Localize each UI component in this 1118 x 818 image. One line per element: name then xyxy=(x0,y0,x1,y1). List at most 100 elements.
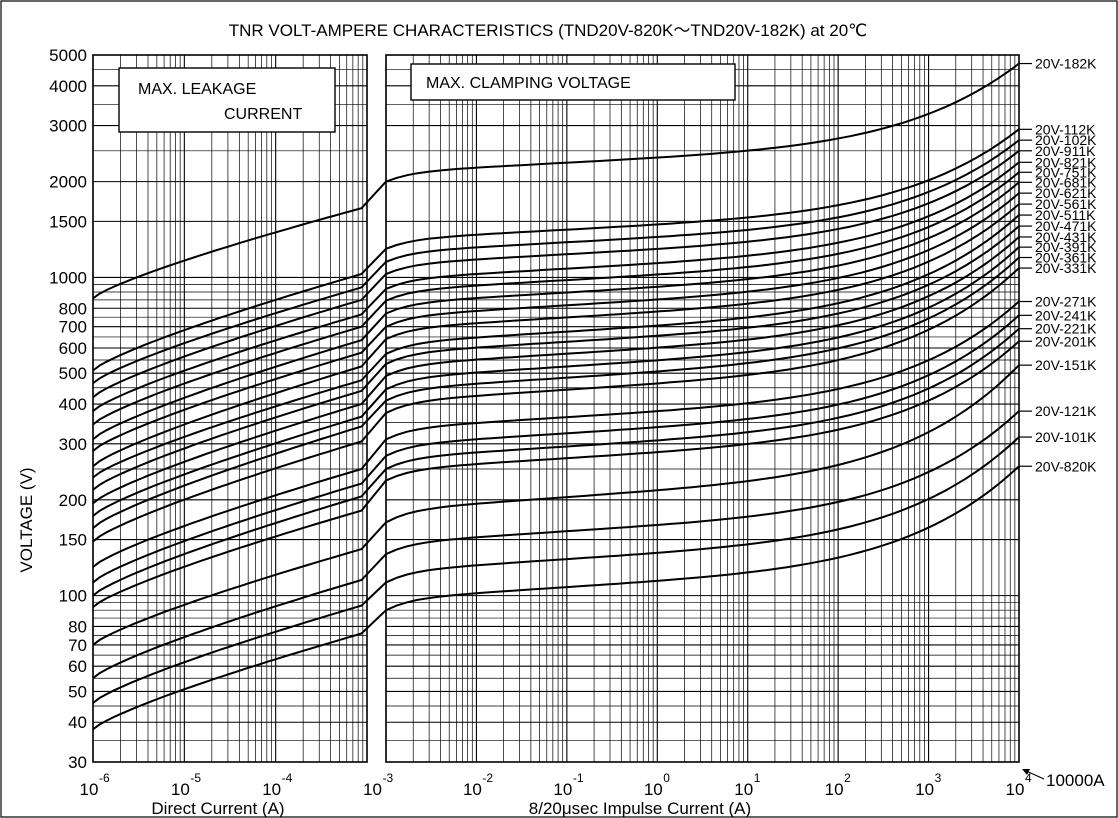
series-label: 20V-361K xyxy=(1035,250,1097,266)
series-label: 20V-271K xyxy=(1035,294,1097,310)
x-tick-label: 100 xyxy=(644,771,670,799)
annotation-10000a: 10000A xyxy=(1046,771,1105,790)
series-label: 20V-331K xyxy=(1035,260,1097,276)
svg-text:-2: -2 xyxy=(482,771,493,785)
curve-20V-511K xyxy=(92,214,1020,479)
y-tick-label: 40 xyxy=(68,713,87,732)
svg-text:-4: -4 xyxy=(282,771,293,785)
grid xyxy=(92,54,1019,763)
svg-text:10: 10 xyxy=(644,780,663,799)
curve-20V-471K xyxy=(92,225,1020,491)
series-label: 20V-820K xyxy=(1035,458,1097,474)
series-label: 20V-471K xyxy=(1035,218,1097,234)
curve-20V-431K xyxy=(92,236,1020,505)
clamping-box-text: MAX. CLAMPING VOLTAGE xyxy=(426,75,631,92)
leakage-box-line-2: CURRENT xyxy=(224,106,302,123)
x-tick-label: 10-4 xyxy=(262,771,292,799)
svg-text:10: 10 xyxy=(734,780,753,799)
curve-20V-361K xyxy=(92,256,1020,529)
y-tick-label: 3000 xyxy=(49,117,87,136)
x-tick-label: 10-2 xyxy=(463,771,493,799)
curve-20V-151K xyxy=(92,364,1020,646)
svg-text:10: 10 xyxy=(553,780,572,799)
series-label: 20V-391K xyxy=(1035,239,1097,255)
x-tick-label: 101 xyxy=(734,771,760,799)
y-tick-label: 70 xyxy=(68,636,87,655)
curve-20V-681K xyxy=(92,181,1020,441)
y-axis-label: VOLTAGE (V) xyxy=(17,467,36,572)
svg-text:4: 4 xyxy=(1025,771,1032,785)
curve-20V-182K xyxy=(92,62,1020,300)
curve-20V-621K xyxy=(92,192,1020,452)
x-tick-label: 102 xyxy=(825,771,851,799)
y-tick-label: 30 xyxy=(68,753,87,772)
chart-title: TNR VOLT-AMPERE CHARACTERISTICS (TND20V-… xyxy=(229,21,868,40)
curve-20V-331K xyxy=(92,267,1020,543)
left-panel-frame xyxy=(92,54,368,763)
svg-text:10: 10 xyxy=(1006,780,1025,799)
x-tick-label: 10-1 xyxy=(553,771,583,799)
svg-text:10: 10 xyxy=(262,780,281,799)
y-tick-label: 50 xyxy=(68,682,87,701)
series-label: 20V-241K xyxy=(1035,307,1097,323)
right-panel-frame xyxy=(385,54,1020,763)
curve-20V-112K xyxy=(92,128,1020,372)
y-tick-label: 100 xyxy=(59,587,87,606)
y-tick-label: 400 xyxy=(59,395,87,414)
y-tick-label: 700 xyxy=(59,318,87,337)
series-label: 20V-201K xyxy=(1035,333,1097,349)
svg-text:-1: -1 xyxy=(573,771,584,785)
curve-20V-102K xyxy=(92,139,1020,385)
series-label: 20V-102K xyxy=(1035,132,1097,148)
curve-20V-201K xyxy=(92,340,1020,608)
curve-20V-751K xyxy=(92,171,1020,426)
series-label: 20V-112K xyxy=(1035,121,1096,137)
svg-text:3: 3 xyxy=(935,771,942,785)
svg-text:10: 10 xyxy=(463,780,482,799)
svg-text:1: 1 xyxy=(754,771,761,785)
curve-20V-271K xyxy=(92,300,1020,568)
y-tick-label: 5000 xyxy=(49,46,87,65)
series-label: 20V-511K xyxy=(1035,207,1096,223)
y-tick-label: 300 xyxy=(59,435,87,454)
annotation-arrowhead xyxy=(1022,769,1030,775)
y-tick-label: 4000 xyxy=(49,77,87,96)
svg-text:10: 10 xyxy=(363,780,382,799)
series-label: 20V-182K xyxy=(1035,56,1097,72)
x-tick-label: 10-6 xyxy=(80,771,110,799)
curve-20V-391K xyxy=(92,246,1020,517)
svg-text:10: 10 xyxy=(171,780,190,799)
series-labels: 20V-182K 20V-112K20V-102K20V-911K20V-821K… xyxy=(1019,56,1105,790)
curves xyxy=(92,62,1020,731)
series-label: 20V-911K xyxy=(1035,143,1096,159)
y-tick-label: 80 xyxy=(68,617,87,636)
y-tick-label: 60 xyxy=(68,657,87,676)
x-tick-label: 10-3 xyxy=(363,771,393,799)
leakage-box xyxy=(118,67,336,133)
y-tick-label: 1000 xyxy=(49,268,87,287)
series-label: 20V-221K xyxy=(1035,321,1097,337)
y-tick-label: 500 xyxy=(59,364,87,383)
y-tick-label: 1500 xyxy=(49,212,87,231)
series-label: 20V-121K xyxy=(1035,403,1097,419)
series-label: 20V-431K xyxy=(1035,229,1097,245)
curve-20V-221K xyxy=(92,327,1020,597)
curve-20V-121K xyxy=(92,410,1020,679)
curve-20V-561K xyxy=(92,203,1020,468)
series-label: 20V-151K xyxy=(1035,357,1097,373)
curve-20V-911K xyxy=(92,150,1020,399)
series-label: 20V-621K xyxy=(1035,185,1097,201)
x-tick-label: 103 xyxy=(915,771,941,799)
x-axis-label-direct: Direct Current (A) xyxy=(151,799,284,818)
y-tick-label: 600 xyxy=(59,339,87,358)
svg-text:0: 0 xyxy=(663,771,670,785)
svg-text:10: 10 xyxy=(825,780,844,799)
svg-text:2: 2 xyxy=(844,771,851,785)
y-tick-label: 150 xyxy=(59,531,87,550)
